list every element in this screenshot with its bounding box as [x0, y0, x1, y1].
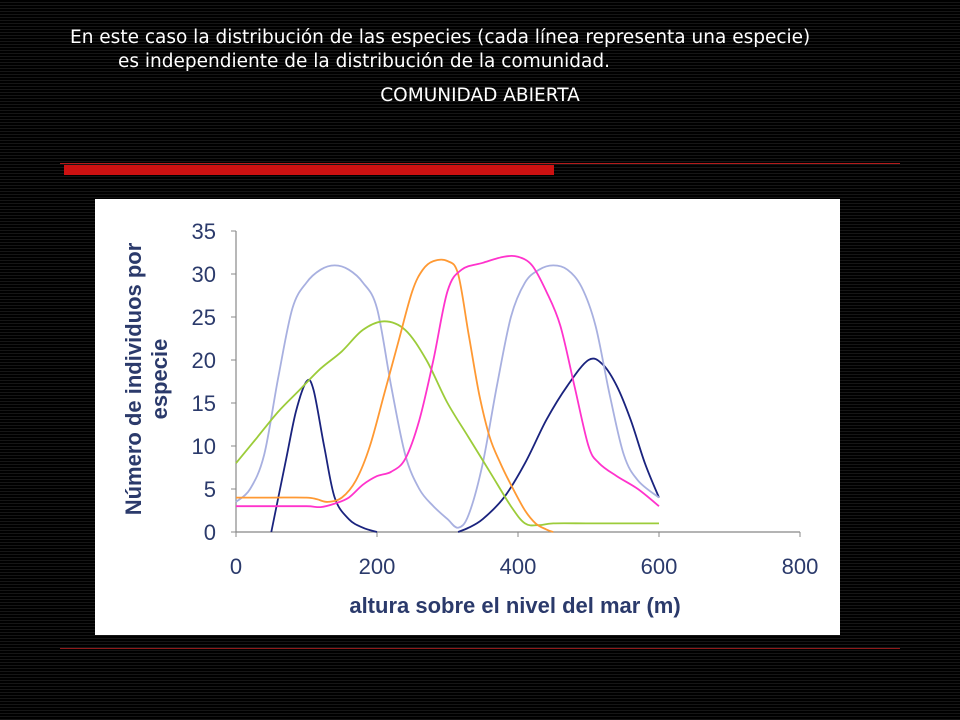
- y-tick-label: 25: [192, 305, 216, 330]
- line-chart: 0 5 10 15 20 25 30 35 0 200 400 600 800 altura sobre …: [121, 219, 819, 618]
- x-tick-label: 400: [500, 554, 537, 579]
- series-line-3: [235, 264, 660, 529]
- slide-subtitle: COMUNIDAD ABIERTA: [380, 85, 580, 106]
- series-line-5: [236, 258, 554, 533]
- x-tick-label: 0: [230, 554, 242, 579]
- divider-thick-red: [64, 165, 554, 175]
- x-tick-label: 800: [782, 554, 819, 579]
- series-line-4: [235, 320, 659, 527]
- y-tick-label: 30: [192, 262, 216, 287]
- series-line-1: [270, 378, 378, 533]
- y-tick-label: 0: [204, 520, 216, 545]
- y-tick-label: 10: [192, 434, 216, 459]
- y-tick-label: 35: [192, 219, 216, 244]
- x-tick-label: 600: [641, 554, 678, 579]
- slide-caption: En este caso la distribución de las espe…: [70, 26, 910, 74]
- series-line-6: [236, 255, 660, 509]
- caption-line-1: En este caso la distribución de las espe…: [70, 27, 811, 48]
- series-line-2: [457, 357, 660, 533]
- y-axis-label: Número de individuos porespecie: [121, 242, 172, 515]
- x-tick-label: 200: [359, 554, 396, 579]
- chart-panel: 0 5 10 15 20 25 30 35 0 200 400 600 800 altura sobre …: [95, 199, 840, 635]
- y-tick-label: 5: [204, 477, 216, 502]
- y-tick-label: 15: [192, 391, 216, 416]
- y-tick-label: 20: [192, 348, 216, 373]
- divider-bottom-red: [60, 648, 900, 649]
- caption-line-2: es independiente de la distribución de l…: [118, 51, 611, 72]
- divider-thin-red: [60, 163, 900, 164]
- x-axis-label: altura sobre el nivel del mar (m): [349, 593, 680, 618]
